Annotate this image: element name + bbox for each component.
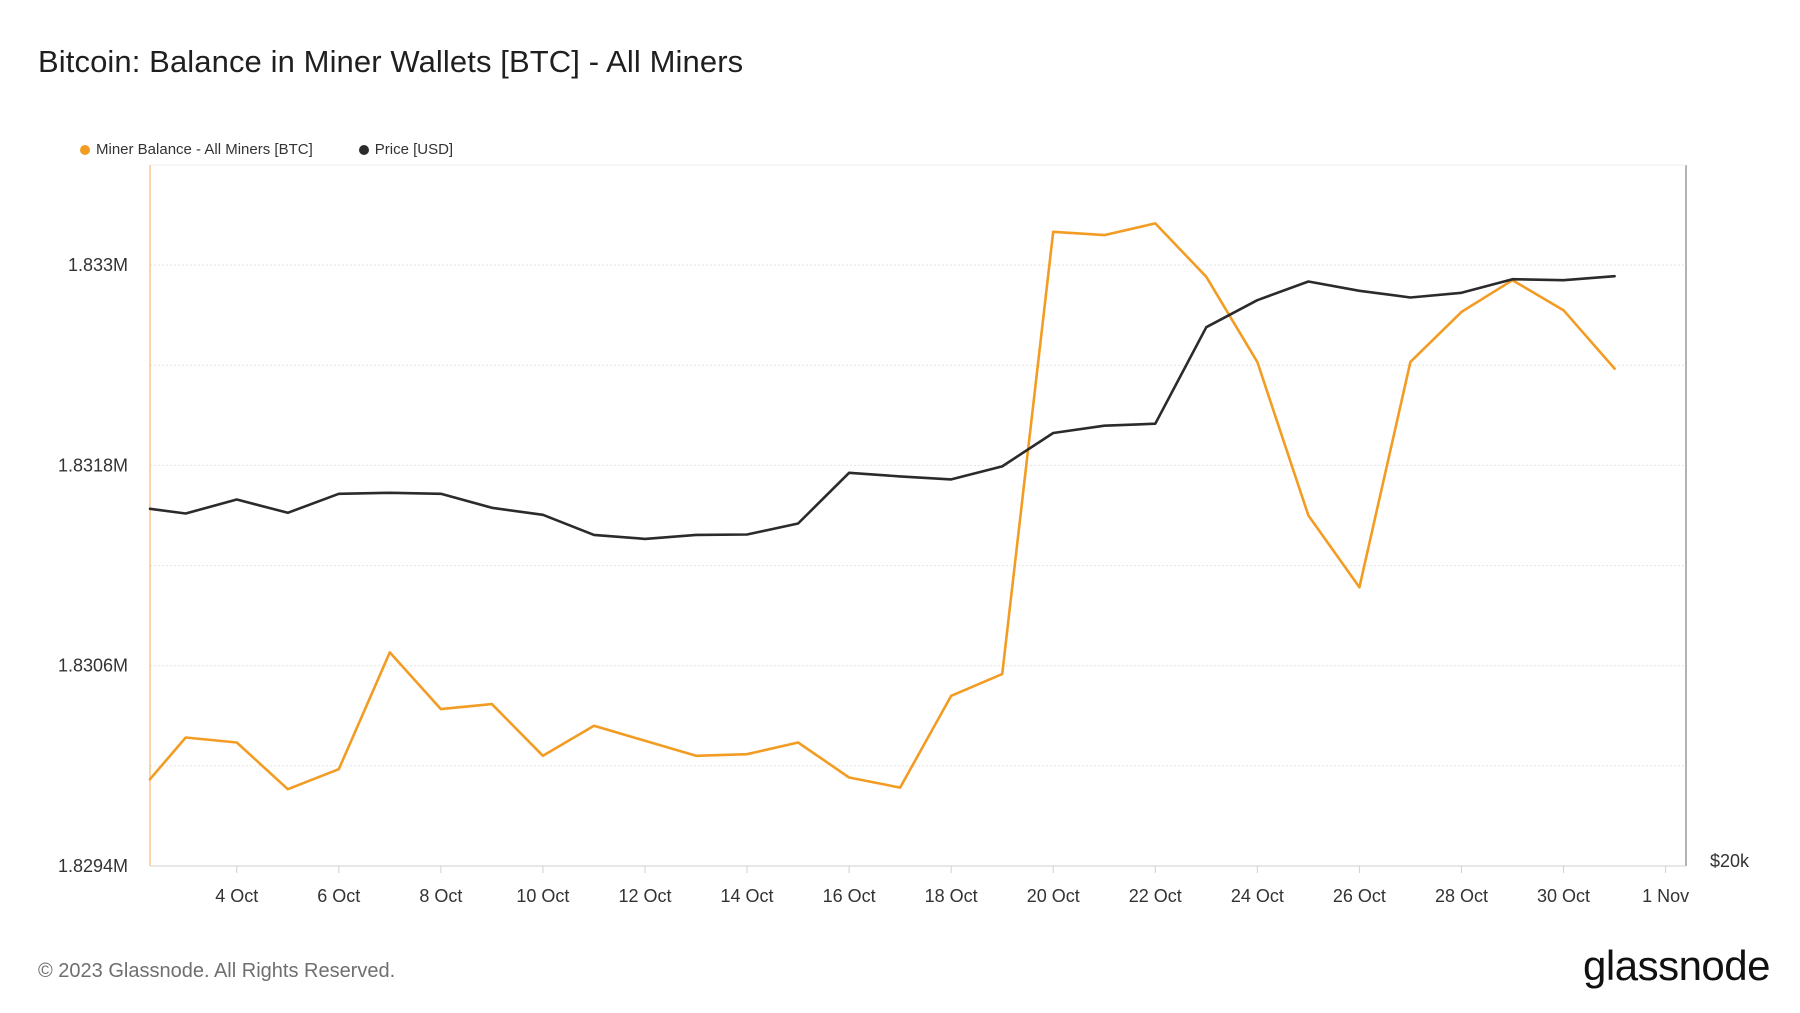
miner-balance-legend-dot-icon	[80, 144, 90, 155]
x-tick-label: 22 Oct	[1129, 886, 1182, 906]
x-tick-label: 26 Oct	[1333, 886, 1386, 906]
x-tick-label: 24 Oct	[1231, 886, 1284, 906]
x-tick-label: 14 Oct	[721, 886, 774, 906]
x-tick-label: 12 Oct	[618, 886, 671, 906]
chart-legend: Miner Balance - All Miners [BTC] Price […	[80, 141, 499, 158]
y-left-tick-label: 1.833M	[68, 255, 128, 275]
copyright-text: © 2023 Glassnode. All Rights Reserved.	[38, 960, 396, 982]
x-tick-label: 20 Oct	[1027, 886, 1080, 906]
x-tick-label: 6 Oct	[317, 886, 360, 906]
y-left-tick-label: 1.8306M	[58, 656, 128, 676]
legend-item-price[interactable]: Price [USD]	[358, 141, 454, 158]
x-tick-label: 28 Oct	[1435, 886, 1488, 906]
y-left-tick-label: 1.8294M	[58, 856, 128, 876]
x-tick-label: 18 Oct	[925, 886, 978, 906]
y-right-tick-label: $20k	[1710, 851, 1750, 871]
legend-label-price: Price [USD]	[374, 141, 454, 158]
x-tick-label: 8 Oct	[419, 886, 462, 906]
legend-label-miner-balance: Miner Balance - All Miners [BTC]	[96, 141, 313, 158]
x-tick-label: 16 Oct	[823, 886, 876, 906]
x-tick-label: 10 Oct	[516, 886, 569, 906]
glassnode-logo: glassnode	[1583, 942, 1770, 989]
price-legend-dot-icon	[358, 144, 369, 155]
x-tick-label: 30 Oct	[1537, 886, 1590, 906]
miner-balance-line	[148, 222, 1616, 791]
price-line	[148, 274, 1616, 541]
y-left-tick-label: 1.8318M	[58, 455, 128, 475]
legend-item-miner-balance[interactable]: Miner Balance - All Miners [BTC]	[80, 141, 313, 158]
chart-title: Bitcoin: Balance in Miner Wallets [BTC] …	[38, 44, 744, 79]
x-tick-label: 1 Nov	[1642, 886, 1689, 906]
x-tick-label: 4 Oct	[215, 886, 258, 906]
